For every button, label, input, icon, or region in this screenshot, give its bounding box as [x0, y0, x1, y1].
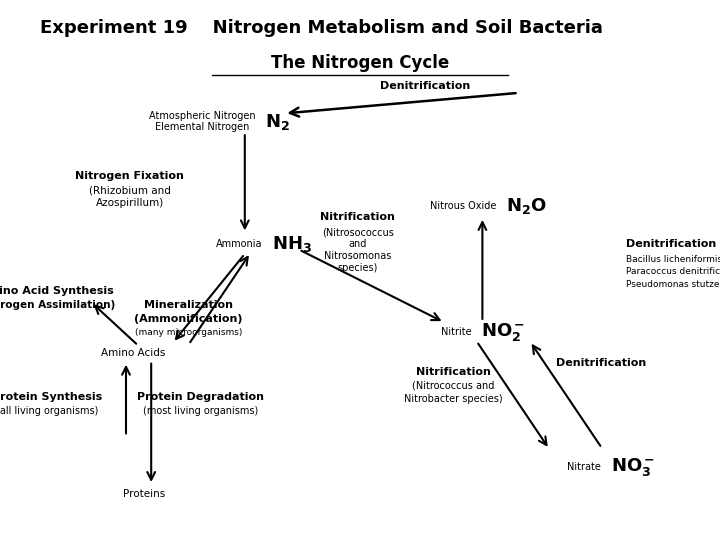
- Text: (Nitrogen Assimilation): (Nitrogen Assimilation): [0, 300, 115, 309]
- Text: Nitrogen Fixation: Nitrogen Fixation: [75, 171, 184, 181]
- Text: Nitrification: Nitrification: [416, 367, 491, 376]
- Text: Bacillus licheniformis: Bacillus licheniformis: [626, 255, 720, 264]
- Text: Protein Degradation: Protein Degradation: [137, 393, 264, 402]
- Text: Pseudomonas stutzeri: Pseudomonas stutzeri: [626, 280, 720, 288]
- Text: (Nitrosococcus: (Nitrosococcus: [322, 227, 394, 237]
- Text: Experiment 19    Nitrogen Metabolism and Soil Bacteria: Experiment 19 Nitrogen Metabolism and So…: [40, 19, 603, 37]
- Text: (all living organisms): (all living organisms): [0, 407, 98, 416]
- Text: Nitrous Oxide: Nitrous Oxide: [431, 201, 497, 211]
- Text: Azospirillum): Azospirillum): [96, 198, 163, 208]
- Text: Protein Synthesis: Protein Synthesis: [0, 393, 102, 402]
- Text: Nitrobacter species): Nitrobacter species): [405, 394, 503, 403]
- Text: Denitrification: Denitrification: [379, 82, 470, 91]
- Text: Nitrate: Nitrate: [567, 462, 601, 472]
- Text: Paracoccus denitrificans: Paracoccus denitrificans: [626, 267, 720, 276]
- Text: Nitrosomonas: Nitrosomonas: [324, 251, 392, 261]
- Text: and: and: [348, 239, 367, 249]
- Text: $\mathbf{NH_3}$: $\mathbf{NH_3}$: [272, 234, 312, 254]
- Text: $\mathbf{NO_2^-}$: $\mathbf{NO_2^-}$: [481, 321, 525, 343]
- Text: The Nitrogen Cycle: The Nitrogen Cycle: [271, 54, 449, 72]
- Text: Denitrification: Denitrification: [626, 239, 716, 249]
- Text: species): species): [338, 263, 378, 273]
- Text: (many microorganisms): (many microorganisms): [135, 328, 243, 336]
- Text: $\mathbf{NO_3^-}$: $\mathbf{NO_3^-}$: [611, 456, 654, 478]
- Text: Nitrification: Nitrification: [320, 212, 395, 222]
- Text: Amino Acid Synthesis: Amino Acid Synthesis: [0, 286, 114, 295]
- Text: $\mathbf{N_2O}$: $\mathbf{N_2O}$: [506, 196, 547, 217]
- Text: Nitrite: Nitrite: [441, 327, 472, 337]
- Text: Ammonia: Ammonia: [216, 239, 263, 249]
- Text: Proteins: Proteins: [123, 489, 165, 499]
- Text: (most living organisms): (most living organisms): [143, 407, 258, 416]
- Text: (Nitrococcus and: (Nitrococcus and: [413, 381, 495, 390]
- Text: Atmospheric Nitrogen
Elemental Nitrogen: Atmospheric Nitrogen Elemental Nitrogen: [149, 111, 256, 132]
- Text: (Ammonification): (Ammonification): [135, 314, 243, 323]
- Text: (Rhizobium and: (Rhizobium and: [89, 185, 171, 195]
- Text: $\mathbf{N_2}$: $\mathbf{N_2}$: [265, 111, 290, 132]
- Text: Mineralization: Mineralization: [144, 300, 233, 310]
- Text: Denitrification: Denitrification: [556, 358, 647, 368]
- Text: Amino Acids: Amino Acids: [101, 348, 166, 357]
